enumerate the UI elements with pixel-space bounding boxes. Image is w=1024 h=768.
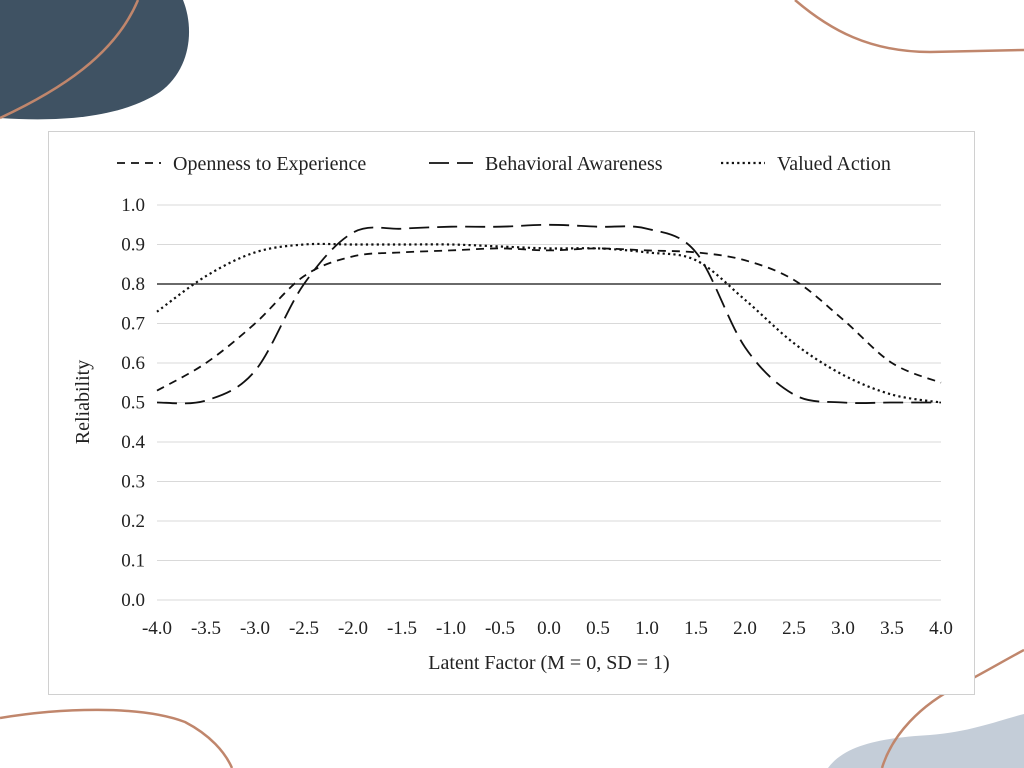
y-tick-label: 0.1 [121,551,145,572]
bottom-left-accent-curve [0,708,234,768]
legend-label-2: Behavioral Awareness [485,153,663,175]
x-axis-title: Latent Factor (M = 0, SD = 1) [428,652,669,674]
gridlines [157,204,941,601]
series-line-2 [156,223,941,405]
x-tick-label: 3.0 [831,618,855,639]
series-lines [156,223,942,405]
x-axis-ticks: -4.0 -3.5 -3.0 -2.5 -2.0 -1.5 -1.0 -0.5 0.0 0.5 1.… [142,618,953,639]
x-tick-label: 0.5 [586,618,610,639]
series-line-1 [156,247,942,392]
y-tick-label: 0.3 [121,472,145,493]
y-tick-label: 1.0 [121,195,145,216]
chart-card: Openness to Experience Behavioral Awarene… [48,131,975,695]
series-line-3 [156,242,942,404]
y-tick-label: 0.7 [121,314,145,335]
y-tick-label: 0.8 [121,274,145,295]
x-tick-label: -2.5 [289,618,319,639]
x-tick-label: -0.5 [485,618,515,639]
chart-legend: Openness to Experience Behavioral Awarene… [117,153,891,175]
x-tick-label: 2.5 [782,618,806,639]
top-left-accent-curve [0,0,140,120]
y-tick-label: 0.4 [121,432,145,453]
top-right-accent-curve [794,0,1024,54]
y-tick-label: 0.2 [121,511,145,532]
y-axis-ticks: 0.0 0.1 0.2 0.3 0.4 0.5 0.6 0.7 0.8 0.9 1.0 [121,195,145,611]
reliability-line-chart: Openness to Experience Behavioral Awarene… [72,153,953,674]
x-tick-label: 0.0 [537,618,561,639]
y-tick-label: 0.9 [121,235,145,256]
x-tick-label: -3.5 [191,618,221,639]
x-tick-label: 3.5 [880,618,904,639]
legend-label-1: Openness to Experience [173,153,366,175]
x-tick-label: 2.0 [733,618,757,639]
x-tick-label: 1.0 [635,618,659,639]
x-tick-label: -3.0 [240,618,270,639]
bottom-right-light-blob [828,714,1024,768]
y-tick-label: 0.5 [121,393,145,414]
y-tick-label: 0.0 [121,590,145,611]
legend-label-3: Valued Action [777,153,891,175]
y-tick-label: 0.6 [121,353,145,374]
x-tick-label: -1.0 [436,618,466,639]
x-tick-label: -4.0 [142,618,172,639]
y-axis-title: Reliability [72,360,94,444]
x-tick-label: 4.0 [929,618,953,639]
x-tick-label: -1.5 [387,618,417,639]
x-tick-label: -2.0 [338,618,368,639]
x-tick-label: 1.5 [684,618,708,639]
